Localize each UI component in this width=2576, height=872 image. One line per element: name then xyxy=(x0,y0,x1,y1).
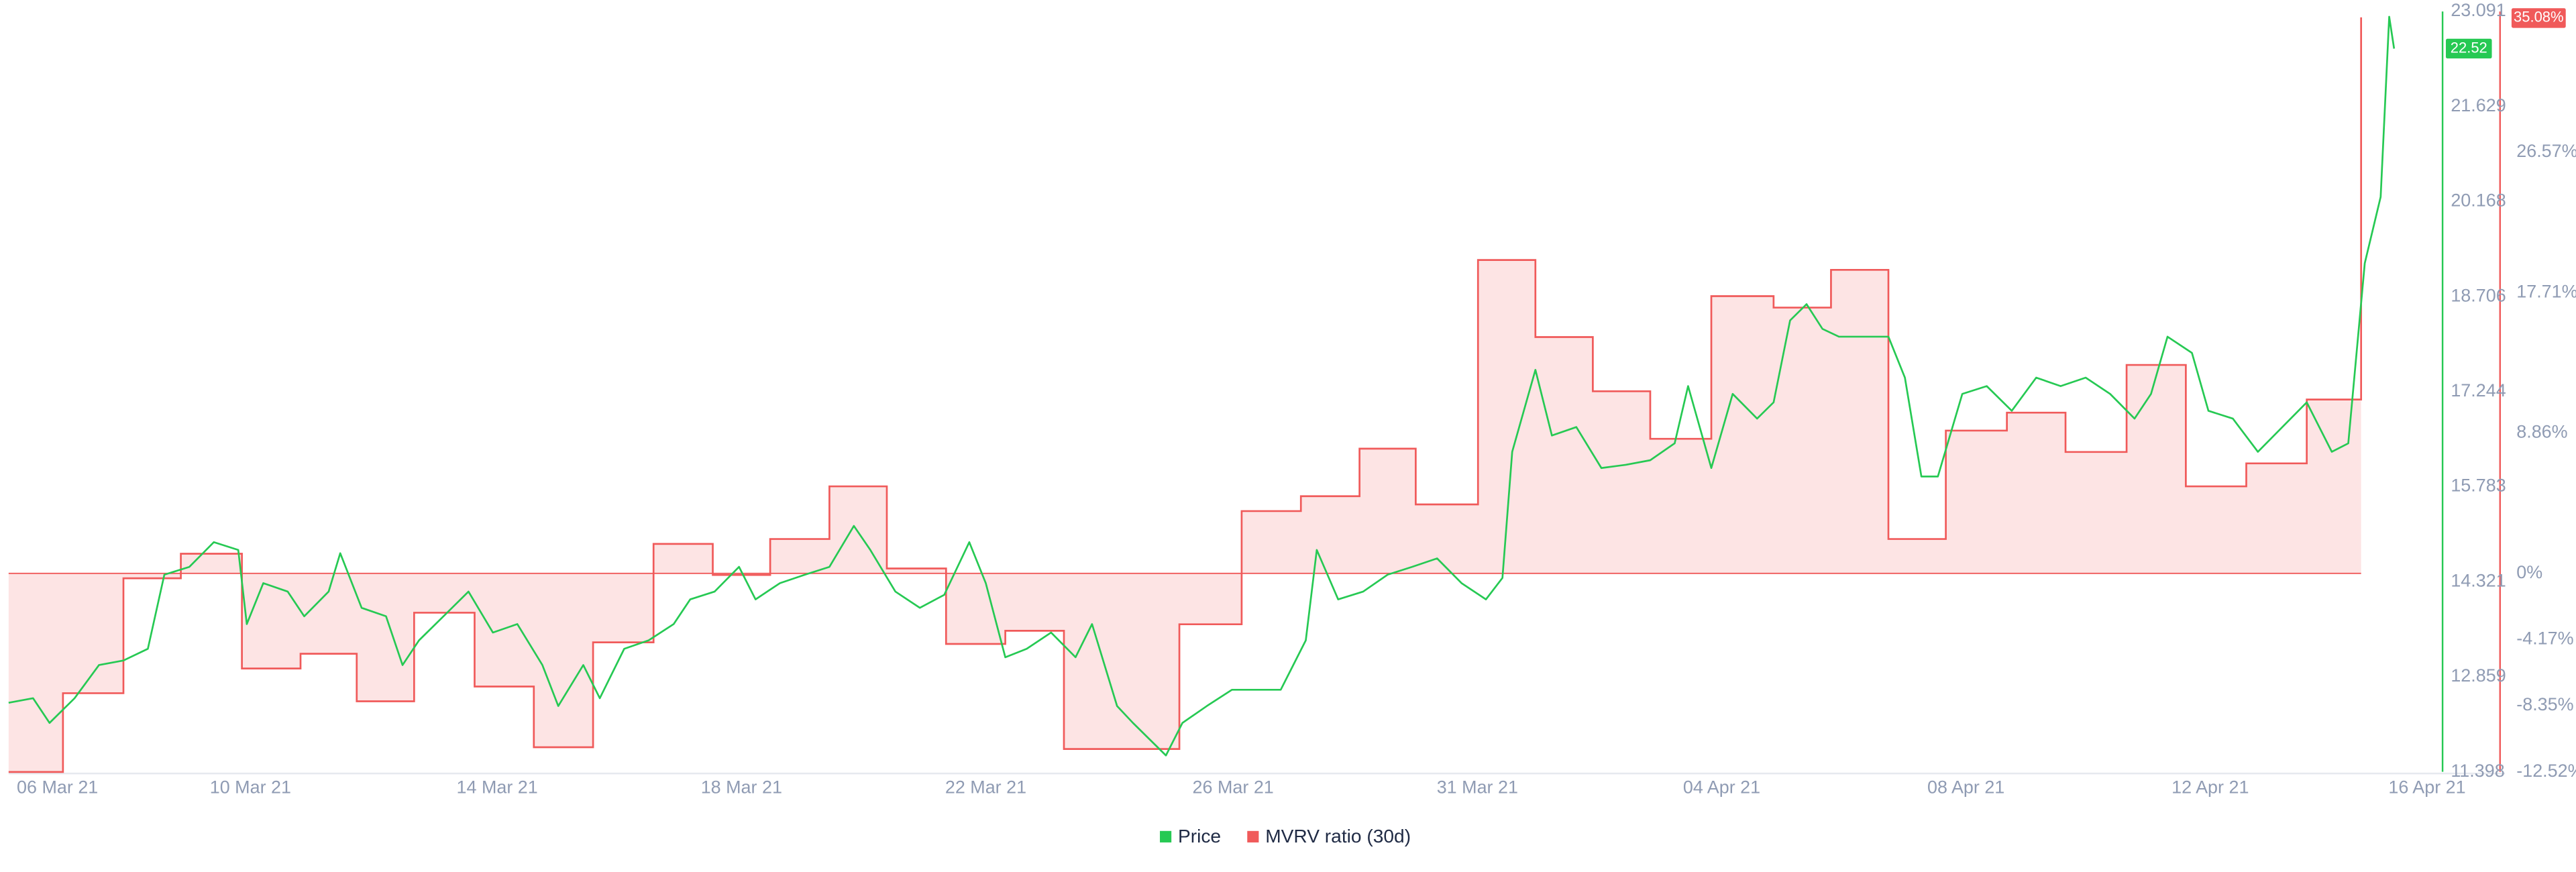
mvrv-area xyxy=(8,17,2361,772)
legend-swatch xyxy=(1160,830,1172,842)
y-tick-label: 18.706 xyxy=(2451,285,2506,305)
legend-swatch xyxy=(1247,830,1259,842)
price-badge-text: 22.52 xyxy=(2451,39,2487,56)
y2-tick-label: 26.57% xyxy=(2516,141,2576,161)
y2-tick-label: 17.71% xyxy=(2516,281,2576,301)
x-tick-label: 26 Mar 21 xyxy=(1193,777,1274,797)
y2-tick-label: -8.35% xyxy=(2516,694,2573,714)
y2-tick-label: -4.17% xyxy=(2516,628,2573,648)
y-tick-label: 21.629 xyxy=(2451,95,2506,115)
x-tick-label: 08 Apr 21 xyxy=(1927,777,2004,797)
y-tick-label: 14.321 xyxy=(2451,570,2506,590)
x-tick-label: 04 Apr 21 xyxy=(1683,777,1760,797)
x-tick-label: 31 Mar 21 xyxy=(1437,777,1518,797)
legend: Price MVRV ratio (30d) xyxy=(1160,826,1411,847)
y-tick-label: 11.398 xyxy=(2451,761,2504,781)
y2-tick-label: 0% xyxy=(2516,562,2542,582)
y-tick-label: 15.783 xyxy=(2451,476,2506,496)
y2-tick-label: -12.52% xyxy=(2516,761,2576,781)
price-badge xyxy=(2445,38,2492,59)
y2-tick-label: 8.86% xyxy=(2516,422,2567,442)
y-tick-label: 17.244 xyxy=(2451,380,2506,400)
legend-label: Price xyxy=(1178,826,1221,847)
x-tick-label: 22 Mar 21 xyxy=(945,777,1026,797)
y-tick-label: 23.091 xyxy=(2451,0,2506,20)
legend-label: MVRV ratio (30d) xyxy=(1265,826,1411,847)
x-tick-label: 06 Mar 21 xyxy=(17,777,98,797)
x-tick-label: 18 Mar 21 xyxy=(701,777,782,797)
x-tick-label: 10 Mar 21 xyxy=(210,777,291,797)
y-tick-label: 20.168 xyxy=(2451,190,2506,211)
mvrv-badge-text: 35.08% xyxy=(2514,9,2564,25)
x-tick-label: 16 Apr 21 xyxy=(2388,777,2465,797)
x-tick-label: 14 Mar 21 xyxy=(457,777,538,797)
x-tick-label: 12 Apr 21 xyxy=(2171,777,2249,797)
y-tick-label: 12.859 xyxy=(2451,665,2506,686)
mvrv-line xyxy=(8,17,2363,773)
mvrv-badge xyxy=(2511,8,2566,28)
price-line xyxy=(8,15,2396,757)
